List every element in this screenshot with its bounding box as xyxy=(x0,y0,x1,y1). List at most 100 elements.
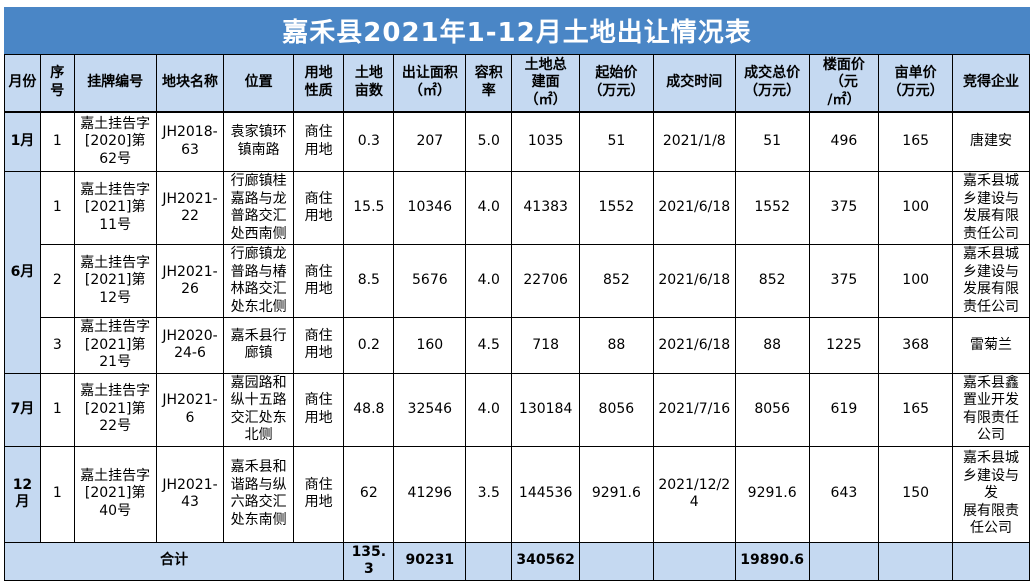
cell-deal-date: 2021/1/8 xyxy=(652,111,736,172)
table-row: 7月 1 嘉土挂告字 [2021]第 22号 JH2021-6 嘉园路和纵十五路… xyxy=(4,372,1030,447)
cell-start-price: 51 xyxy=(578,111,654,172)
cell-seq: 1 xyxy=(39,111,75,172)
cell-winner: 嘉禾县城乡建设与 发 展有限责任公司 xyxy=(952,445,1030,543)
cell-acres: 8.5 xyxy=(343,244,395,318)
cell-plot-ratio: 3.5 xyxy=(465,445,513,543)
total-winner xyxy=(952,541,1030,581)
cell-total-build: 130184 xyxy=(511,372,580,447)
cell-floor-price: 375 xyxy=(808,171,880,245)
cell-plot-ratio: 4.0 xyxy=(465,171,513,245)
cell-seq: 2 xyxy=(39,244,75,318)
cell-land-use: 商住 用地 xyxy=(293,317,345,374)
cell-area: 5676 xyxy=(393,244,467,318)
cell-total-build: 22706 xyxy=(511,244,580,318)
cell-seq: 1 xyxy=(39,372,75,447)
table-row: 6月 1 嘉土挂告字 [2021]第 11号 JH2021- 22 行廊镇桂嘉路… xyxy=(4,171,1030,374)
col-header-plot-name: 地块名称 xyxy=(155,54,225,113)
month-cell: 1月 xyxy=(4,111,41,172)
cell-total-build: 718 xyxy=(511,317,580,374)
col-header-land-use: 用地 性质 xyxy=(293,54,345,113)
cell-listing-no: 嘉土挂告字 [2021]第 40号 xyxy=(73,445,157,543)
month-cell: 6月 xyxy=(4,171,41,374)
cell-area: 32546 xyxy=(393,372,467,447)
col-header-start-price: 起始价 （万元） xyxy=(578,54,654,113)
cell-location: 嘉禾县行廊镇 xyxy=(223,317,295,374)
cell-winner: 嘉禾县城乡建设与发展有限责任公司 xyxy=(952,244,1030,318)
cell-deal-total: 9291.6 xyxy=(734,445,810,543)
month-cell: 12月 xyxy=(4,445,41,543)
cell-acre-price: 100 xyxy=(878,244,954,318)
col-header-deal-date: 成交时间 xyxy=(652,54,736,113)
cell-acres: 0.2 xyxy=(343,317,395,374)
cell-acre-price: 150 xyxy=(878,445,954,543)
cell-location: 行廊镇桂嘉路与龙普路交汇处西南侧 xyxy=(223,171,295,245)
cell-total-build: 1035 xyxy=(511,111,580,172)
col-header-location: 位置 xyxy=(223,54,295,113)
cell-plot-ratio: 4.0 xyxy=(465,372,513,447)
cell-start-price: 8056 xyxy=(578,372,654,447)
cell-start-price: 88 xyxy=(578,317,654,374)
cell-deal-date: 2021/6/18 xyxy=(652,244,736,318)
col-header-total-build: 土地总 建面 （㎡） xyxy=(511,54,580,113)
table-row: 12月 1 嘉土挂告字 [2021]第 40号 JH2021- 43 嘉禾县和谐… xyxy=(4,445,1030,543)
col-header-floor-price: 楼面价 （元 /㎡） xyxy=(808,54,880,113)
cell-start-price: 9291.6 xyxy=(578,445,654,543)
col-header-acre-price: 亩单价 （万元） xyxy=(878,54,954,113)
total-plot-ratio xyxy=(465,541,513,581)
cell-location: 行廊镇龙普路与椿林路交汇处东北侧 xyxy=(223,244,295,318)
cell-land-use: 商住 用地 xyxy=(293,372,345,447)
cell-winner: 唐建安 xyxy=(952,111,1030,172)
cell-plot-name: JH2021- 22 xyxy=(155,171,225,245)
cell-acre-price: 165 xyxy=(878,111,954,172)
cell-acres: 62 xyxy=(343,445,395,543)
cell-deal-total: 8056 xyxy=(734,372,810,447)
cell-acre-price: 165 xyxy=(878,372,954,447)
cell-total-build: 41383 xyxy=(511,171,580,245)
cell-area: 207 xyxy=(393,111,467,172)
cell-floor-price: 643 xyxy=(808,445,880,543)
col-header-acres: 土地 亩数 xyxy=(343,54,395,113)
table-row: 1月 1 嘉土挂告字 [2020]第 62号 JH2018- 63 袁家镇环镇南… xyxy=(4,111,1030,172)
cell-listing-no: 嘉土挂告字 [2021]第 21号 xyxy=(73,317,157,374)
cell-plot-ratio: 4.5 xyxy=(465,317,513,374)
table-row: 2 嘉土挂告字 [2021]第 12号 JH2021- 26 行廊镇龙普路与椿林… xyxy=(5,244,1030,318)
cell-listing-no: 嘉土挂告字 [2021]第 11号 xyxy=(73,171,157,245)
col-header-listing-no: 挂牌编号 xyxy=(73,54,157,113)
total-row: 合计 135.3 90231 340562 19890.6 xyxy=(3,541,1030,581)
total-label: 合计 xyxy=(3,541,345,581)
cell-area: 160 xyxy=(393,317,467,374)
cell-deal-total: 88 xyxy=(734,317,810,374)
cell-deal-date: 2021/7/16 xyxy=(652,372,736,447)
cell-acre-price: 100 xyxy=(878,171,954,245)
cell-start-price: 852 xyxy=(578,244,654,318)
total-start-price xyxy=(578,541,654,581)
land-transfer-table: 月份 序号 挂牌编号 地块名称 位置 用地 性质 土地 亩数 出让面积 （㎡） … xyxy=(3,54,1030,581)
col-header-plot-ratio: 容积率 xyxy=(465,54,513,113)
cell-acres: 15.5 xyxy=(343,171,395,245)
cell-listing-no: 嘉土挂告字 [2021]第 22号 xyxy=(73,372,157,447)
cell-floor-price: 375 xyxy=(808,244,880,318)
total-area: 90231 xyxy=(393,541,467,581)
cell-location: 嘉园路和纵十五路交汇处东北侧 xyxy=(223,372,295,447)
cell-plot-name: JH2020- 24-6 xyxy=(155,317,225,374)
cell-plot-name: JH2021- 26 xyxy=(155,244,225,318)
cell-floor-price: 496 xyxy=(808,111,880,172)
cell-land-use: 商住 用地 xyxy=(293,111,345,172)
cell-listing-no: 嘉土挂告字 [2021]第 12号 xyxy=(73,244,157,318)
cell-area: 10346 xyxy=(393,171,467,245)
total-deal-total: 19890.6 xyxy=(734,541,810,581)
cell-deal-total: 852 xyxy=(734,244,810,318)
col-header-deal-total: 成交总价 （万元） xyxy=(734,54,810,113)
month-cell: 7月 xyxy=(4,372,41,447)
cell-plot-name: JH2018- 63 xyxy=(155,111,225,172)
cell-seq: 1 xyxy=(39,171,75,245)
cell-acres: 0.3 xyxy=(343,111,395,172)
cell-seq: 3 xyxy=(39,317,75,374)
cell-listing-no: 嘉土挂告字 [2020]第 62号 xyxy=(73,111,157,172)
cell-winner: 嘉禾县鑫置业开发有限责任公司 xyxy=(952,372,1030,447)
total-deal-date xyxy=(652,541,736,581)
cell-deal-date: 2021/6/18 xyxy=(652,317,736,374)
total-floor-price xyxy=(808,541,880,581)
total-build: 340562 xyxy=(511,541,580,581)
table-row: 3 嘉土挂告字 [2021]第 21号 JH2020- 24-6 嘉禾县行廊镇 … xyxy=(5,317,1030,374)
